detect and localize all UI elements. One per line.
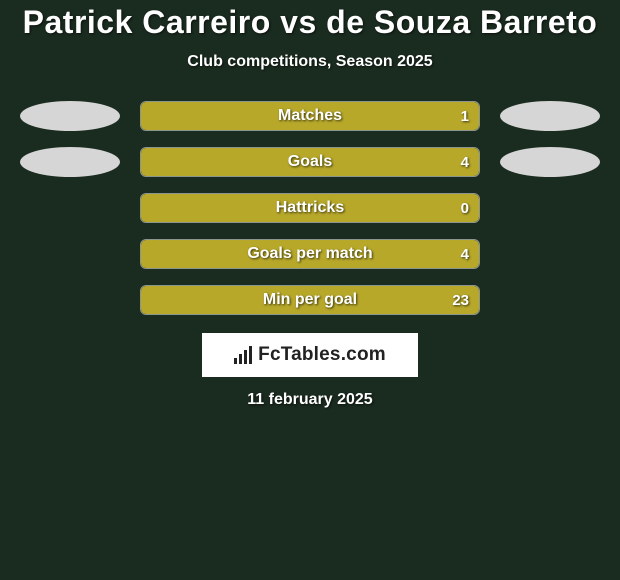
brand-label: FcTables.com xyxy=(258,344,386,366)
player-left-ellipse xyxy=(20,285,120,315)
stat-bar: Matches1 xyxy=(140,101,480,131)
player-left-ellipse xyxy=(20,193,120,223)
stat-bar-fill xyxy=(141,286,479,314)
stat-value: 0 xyxy=(461,194,469,222)
stat-row: Matches1 xyxy=(0,101,620,131)
player-right-ellipse xyxy=(500,239,600,269)
stat-bar: Hattricks0 xyxy=(140,193,480,223)
stat-bar-fill xyxy=(141,102,479,130)
bar-chart-icon xyxy=(234,346,254,364)
player-right-ellipse xyxy=(500,101,600,131)
stat-row: Min per goal23 xyxy=(0,285,620,315)
page-title: Patrick Carreiro vs de Souza Barreto xyxy=(0,4,620,41)
stat-value: 4 xyxy=(461,240,469,268)
stat-bar-fill xyxy=(141,148,479,176)
stat-bar-fill xyxy=(141,194,479,222)
stat-value: 23 xyxy=(452,286,469,314)
stat-value: 1 xyxy=(461,102,469,130)
player-right-ellipse xyxy=(500,285,600,315)
stat-row: Hattricks0 xyxy=(0,193,620,223)
player-left-ellipse xyxy=(20,101,120,131)
player-left-ellipse xyxy=(20,239,120,269)
page-subtitle: Club competitions, Season 2025 xyxy=(0,53,620,71)
stat-bar: Min per goal23 xyxy=(140,285,480,315)
stat-bar: Goals4 xyxy=(140,147,480,177)
stats-rows: Matches1 Goals4 Hattricks0 Goals per match4… xyxy=(0,101,620,315)
comparison-infographic: Patrick Carreiro vs de Souza Barreto Clu… xyxy=(0,0,620,409)
stat-row: Goals per match4 xyxy=(0,239,620,269)
player-left-ellipse xyxy=(20,147,120,177)
brand-text: FcTables.com xyxy=(234,344,386,366)
stat-bar: Goals per match4 xyxy=(140,239,480,269)
stat-value: 4 xyxy=(461,148,469,176)
footer-date: 11 february 2025 xyxy=(0,391,620,409)
stat-row: Goals4 xyxy=(0,147,620,177)
stat-bar-fill xyxy=(141,240,479,268)
brand-badge: FcTables.com xyxy=(202,333,418,377)
player-right-ellipse xyxy=(500,193,600,223)
player-right-ellipse xyxy=(500,147,600,177)
